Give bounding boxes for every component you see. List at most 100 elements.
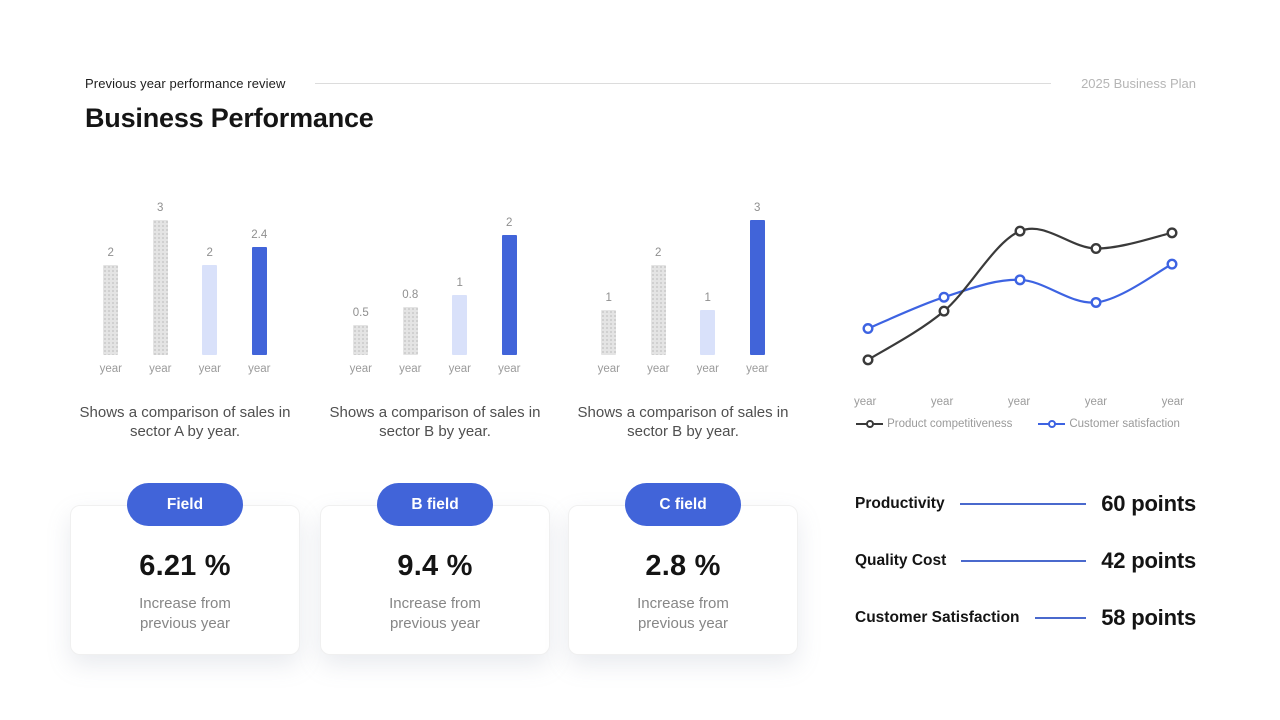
data-point-marker (938, 291, 950, 303)
metric-caption: Increase from previous year (637, 595, 729, 632)
line-chart-svg (862, 225, 1178, 366)
stat-value: 60 points (1101, 491, 1196, 516)
bar-group: 1 year (598, 193, 620, 377)
data-point-marker (1166, 227, 1178, 239)
metric-value: 9.4 % (397, 550, 473, 582)
bar-group: 1 year (697, 193, 719, 377)
bar (152, 220, 168, 355)
line-x-label: year (1084, 396, 1108, 408)
line-chart-x-axis: year year year year year (850, 396, 1186, 408)
bar-value-label: 2 (506, 217, 513, 229)
chart-caption: Shows a comparison of sales in sector B … (329, 404, 541, 440)
page-title: Business Performance (85, 103, 374, 133)
data-point-marker (1090, 243, 1102, 255)
metric-card: 2.8 % Increase from previous year (568, 505, 798, 655)
bar-group: 2 year (100, 193, 122, 377)
bar (601, 310, 617, 355)
bar-value-label: 2 (107, 247, 114, 259)
bar-x-label: year (498, 363, 521, 375)
bar (700, 310, 716, 355)
data-point-marker (938, 305, 950, 317)
bar-value-label: 0.8 (402, 289, 419, 301)
field-badge: B field (377, 483, 493, 526)
bar (202, 265, 218, 355)
bar-group: 2 year (498, 193, 520, 377)
bar-chart-sector-b1: 0.5 year 0.8 year 1 year 2 year Shows a compari… (320, 193, 550, 441)
data-point-marker (1014, 274, 1026, 286)
data-point-marker (1090, 296, 1102, 308)
bar-chart-plot: 2 year 3 year 2 year 2.4 year (70, 193, 300, 377)
chart-caption: Shows a comparison of sales in sector B … (577, 404, 789, 440)
bar-x-label: year (647, 363, 670, 375)
bar-group: 3 year (746, 193, 768, 377)
bar-x-label: year (198, 363, 221, 375)
bar-x-label: year (149, 363, 172, 375)
metric-card-field: Field 6.21 % Increase from previous year (70, 483, 300, 655)
bar-group: 2 year (199, 193, 221, 377)
line-x-label: year (930, 396, 954, 408)
field-badge: Field (127, 483, 243, 526)
bar (749, 220, 765, 355)
metric-caption: Increase from previous year (389, 595, 481, 632)
legend-entry-customer-satisfaction: Customer satisfaction (1038, 418, 1180, 430)
bar-group: 2 year (647, 193, 669, 377)
bar-value-label: 0.5 (352, 307, 369, 319)
metric-card: 6.21 % Increase from previous year (70, 505, 300, 655)
data-point-marker (862, 323, 874, 335)
line-chart (850, 200, 1186, 382)
stat-label: Productivity (855, 495, 945, 512)
metric-value: 2.8 % (645, 550, 721, 582)
bar-chart-sector-a: 2 year 3 year 2 year 2.4 year Shows a compariso… (70, 193, 300, 441)
stat-connector-line (1034, 617, 1087, 619)
stat-value: 42 points (1101, 548, 1196, 573)
stat-connector-line (959, 503, 1087, 505)
metric-card-c-field: C field 2.8 % Increase from previous yea… (568, 483, 798, 655)
bar-value-label: 3 (157, 202, 164, 214)
bar (251, 247, 267, 355)
bar-value-label: 2.4 (251, 229, 268, 241)
bar-x-label: year (448, 363, 471, 375)
legend-label: Product competitiveness (887, 418, 1013, 430)
chart-caption: Shows a comparison of sales in sector A … (79, 404, 291, 440)
bar-value-label: 2 (206, 247, 213, 259)
marker-dot-icon (865, 420, 874, 428)
score-stats: Productivity 60 points Quality Cost 42 p… (855, 487, 1196, 658)
bar-group: 0.8 year (399, 193, 421, 377)
stat-row-productivity: Productivity 60 points (855, 487, 1196, 521)
bar-group: 3 year (149, 193, 171, 377)
legend-label: Customer satisfaction (1069, 418, 1180, 430)
bar-x-label: year (248, 363, 271, 375)
metric-card-b-field: B field 9.4 % Increase from previous yea… (320, 483, 550, 655)
bar (353, 325, 369, 355)
bar-x-label: year (349, 363, 372, 375)
legend-entry-product-competitiveness: Product competitiveness (856, 418, 1012, 430)
line-marker-icon (856, 420, 884, 428)
series-line (867, 227, 1173, 361)
data-point-marker (1166, 258, 1178, 270)
data-point-marker (1014, 225, 1026, 237)
metric-caption: Increase from previous year (139, 595, 231, 632)
line-chart-legend: Product competitiveness Customer satisfa… (850, 418, 1186, 430)
series-line (867, 263, 1173, 330)
metric-card: 9.4 % Increase from previous year (320, 505, 550, 655)
bar-x-label: year (399, 363, 422, 375)
bar (452, 295, 468, 355)
bar-x-label: year (99, 363, 122, 375)
bar (650, 265, 666, 355)
stat-label: Customer Satisfaction (855, 609, 1020, 626)
stat-row-customer-satisfaction: Customer Satisfaction 58 points (855, 601, 1196, 635)
header-plan-label: 2025 Business Plan (1081, 75, 1196, 91)
line-x-label: year (1007, 396, 1031, 408)
stat-row-quality-cost: Quality Cost 42 points (855, 544, 1196, 578)
bar-group: 0.5 year (350, 193, 372, 377)
bar-x-label: year (746, 363, 769, 375)
stat-value: 58 points (1101, 605, 1196, 630)
line-marker-icon (1038, 420, 1066, 428)
bar-value-label: 2 (655, 247, 662, 259)
bar-x-label: year (597, 363, 620, 375)
bar-value-label: 1 (704, 292, 711, 304)
metric-value: 6.21 % (139, 550, 231, 582)
bar-value-label: 1 (605, 292, 612, 304)
bar-value-label: 1 (456, 277, 463, 289)
